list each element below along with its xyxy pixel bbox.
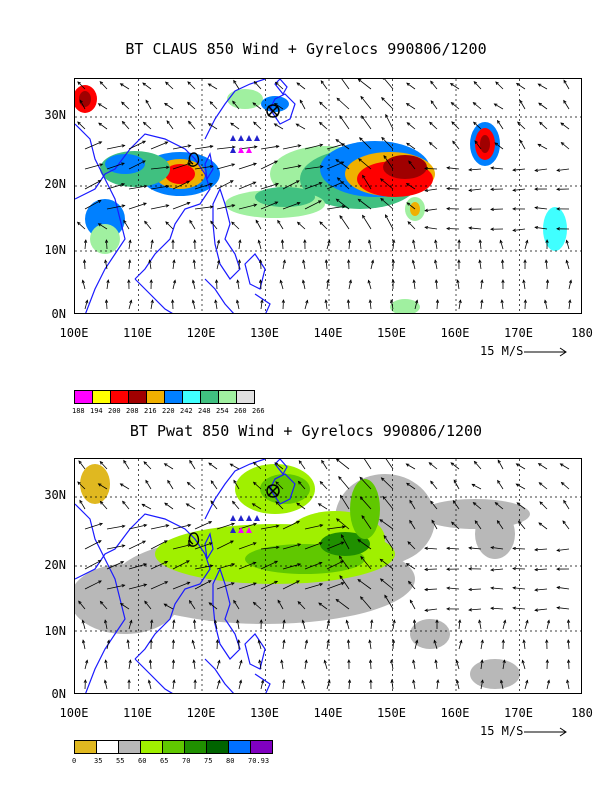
panel2-lon-label: 100E: [59, 706, 89, 720]
panel2-lon-label: 120E: [186, 706, 216, 720]
panel1-map-graphics: [75, 79, 581, 313]
panel1-lon-label: 130E: [250, 326, 279, 340]
colorbar-swatch: [162, 740, 185, 754]
colorbar-label: 194: [90, 407, 103, 415]
colorbar-swatch: [236, 390, 255, 404]
panel2-lon-label: 170E: [504, 706, 533, 720]
panel1-title: BT CLAUS 850 Wind + Gyrelocs 990806/1200: [125, 40, 487, 58]
colorbar-swatch: [200, 390, 219, 404]
colorbar-label: 216: [144, 407, 157, 415]
panel2-colorbar-labels: 0 35 55 60 65 70 75 80 70.93: [72, 757, 270, 765]
panel1-lat-0n: 0N: [51, 307, 66, 321]
panel2-lon-label: 130E: [250, 706, 279, 720]
colorbar-swatch: [206, 740, 229, 754]
panel2-scale-label: 15 M/S: [480, 724, 524, 738]
colorbar-swatch: [118, 740, 141, 754]
colorbar-swatch: [128, 390, 147, 404]
panel2-lat-0n: 0N: [51, 687, 66, 701]
panel2-lat-10n: 10N: [44, 624, 66, 638]
colorbar-label: 260: [234, 407, 247, 415]
colorbar-swatch: [182, 390, 201, 404]
colorbar-label: 70: [182, 757, 191, 765]
panel2-colorbar: [74, 740, 273, 754]
colorbar-swatch: [96, 740, 119, 754]
colorbar-label: 188: [72, 407, 85, 415]
colorbar-swatch: [110, 390, 129, 404]
panel2-lat-20n: 20N: [44, 558, 66, 572]
panel2-lon-label: 150E: [377, 706, 406, 720]
colorbar-label: 60: [138, 757, 147, 765]
colorbar-swatch: [228, 740, 251, 754]
panel1-scale-arrow-icon: [524, 347, 567, 357]
panel2-lon-label: 140E: [313, 706, 343, 720]
colorbar-label: 55: [116, 757, 125, 765]
colorbar-swatch: [146, 390, 165, 404]
panel2-title: BT Pwat 850 Wind + Gyrelocs 990806/1200: [129, 422, 483, 440]
panel2-lon-label: 180: [571, 706, 593, 720]
colorbar-swatch: [140, 740, 163, 754]
colorbar-swatch: [74, 740, 97, 754]
panel1-map: [74, 78, 582, 314]
panel2-lon-label: 160E: [440, 706, 470, 720]
panel1-lon-label: 120E: [186, 326, 216, 340]
colorbar-label: 65: [160, 757, 169, 765]
panel1-lon-label: 160E: [440, 326, 470, 340]
colorbar-swatch: [184, 740, 207, 754]
colorbar-label: 254: [216, 407, 229, 415]
colorbar-swatch: [218, 390, 237, 404]
panel1-lon-label: 170E: [504, 326, 533, 340]
panel1-lat-30n: 30N: [44, 108, 66, 122]
colorbar-label: 200: [108, 407, 121, 415]
colorbar-label: 266: [252, 407, 265, 415]
colorbar-label: 35: [94, 757, 103, 765]
panel2-lat-30n: 30N: [44, 488, 66, 502]
colorbar-label: 80: [226, 757, 235, 765]
panel1-colorbar: [74, 390, 255, 404]
colorbar-label: 208: [126, 407, 139, 415]
colorbar-label: 248: [198, 407, 211, 415]
panel1-lon-label: 150E: [377, 326, 406, 340]
colorbar-swatch: [74, 390, 93, 404]
panel1-lon-label: 110E: [123, 326, 152, 340]
colorbar-label: 0: [72, 757, 77, 765]
colorbar-label: 220: [162, 407, 175, 415]
colorbar-swatch: [250, 740, 273, 754]
panel1-lat-20n: 20N: [44, 177, 66, 191]
colorbar-swatch: [92, 390, 111, 404]
panel2-map-graphics: [75, 459, 581, 693]
colorbar-swatch: [164, 390, 183, 404]
colorbar-label: 70.93: [248, 757, 270, 765]
colorbar-label: 242: [180, 407, 193, 415]
panel1-lon-label: 180: [571, 326, 593, 340]
panel2-scale-arrow-icon: [524, 727, 567, 737]
panel1-lon-label: 140E: [313, 326, 343, 340]
panel1-lat-10n: 10N: [44, 243, 66, 257]
panel1-colorbar-labels: 188 194 200 208 216 220 242 248 254 260 266: [72, 407, 270, 415]
colorbar-label: 75: [204, 757, 213, 765]
panel1-lon-label: 100E: [59, 326, 89, 340]
panel1-scale-label: 15 M/S: [480, 344, 524, 358]
panel2-map: [74, 458, 582, 694]
panel2-lon-label: 110E: [123, 706, 152, 720]
